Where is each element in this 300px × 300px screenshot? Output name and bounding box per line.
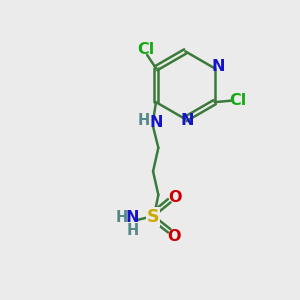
Text: S: S: [147, 208, 159, 226]
Text: O: O: [168, 190, 182, 205]
Text: O: O: [167, 229, 180, 244]
Text: Cl: Cl: [230, 93, 247, 108]
Text: H: H: [116, 210, 128, 225]
Text: N: N: [149, 115, 163, 130]
Text: N: N: [212, 59, 225, 74]
Text: Cl: Cl: [137, 42, 154, 57]
Text: N: N: [126, 210, 139, 225]
Text: H: H: [138, 113, 150, 128]
Text: H: H: [126, 223, 139, 238]
Text: N: N: [181, 113, 194, 128]
